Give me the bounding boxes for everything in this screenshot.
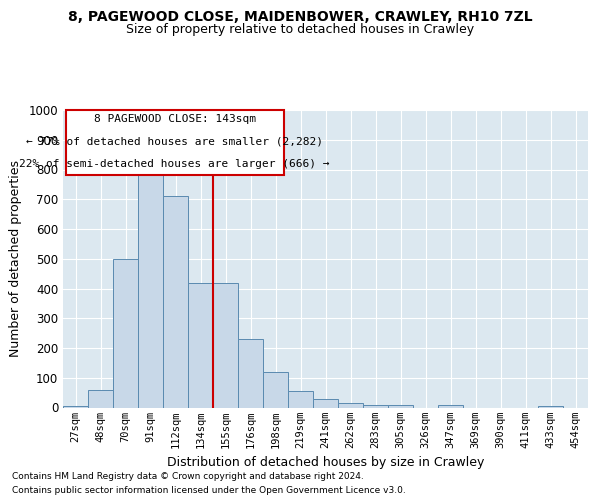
Text: 22% of semi-detached houses are larger (666) →: 22% of semi-detached houses are larger (… bbox=[19, 159, 330, 169]
Bar bbox=[188, 282, 213, 408]
Text: Contains HM Land Registry data © Crown copyright and database right 2024.: Contains HM Land Registry data © Crown c… bbox=[12, 472, 364, 481]
Bar bbox=[363, 404, 388, 407]
Y-axis label: Number of detached properties: Number of detached properties bbox=[8, 160, 22, 357]
Bar bbox=[438, 404, 463, 407]
Text: Contains public sector information licensed under the Open Government Licence v3: Contains public sector information licen… bbox=[12, 486, 406, 495]
Bar bbox=[263, 372, 288, 408]
Bar bbox=[88, 390, 113, 407]
Text: Size of property relative to detached houses in Crawley: Size of property relative to detached ho… bbox=[126, 22, 474, 36]
FancyBboxPatch shape bbox=[65, 110, 284, 176]
Bar bbox=[113, 259, 138, 408]
Bar bbox=[538, 406, 563, 407]
Bar bbox=[388, 404, 413, 407]
X-axis label: Distribution of detached houses by size in Crawley: Distribution of detached houses by size … bbox=[167, 456, 484, 469]
Bar bbox=[338, 403, 363, 407]
Text: 8 PAGEWOOD CLOSE: 143sqm: 8 PAGEWOOD CLOSE: 143sqm bbox=[94, 114, 256, 124]
Bar bbox=[138, 164, 163, 408]
Text: 8, PAGEWOOD CLOSE, MAIDENBOWER, CRAWLEY, RH10 7ZL: 8, PAGEWOOD CLOSE, MAIDENBOWER, CRAWLEY,… bbox=[68, 10, 532, 24]
Bar bbox=[288, 391, 313, 407]
Bar bbox=[313, 398, 338, 407]
Text: ← 77% of detached houses are smaller (2,282): ← 77% of detached houses are smaller (2,… bbox=[26, 137, 323, 147]
Bar bbox=[238, 339, 263, 407]
Bar bbox=[213, 282, 238, 408]
Bar bbox=[63, 406, 88, 407]
Bar bbox=[163, 196, 188, 408]
